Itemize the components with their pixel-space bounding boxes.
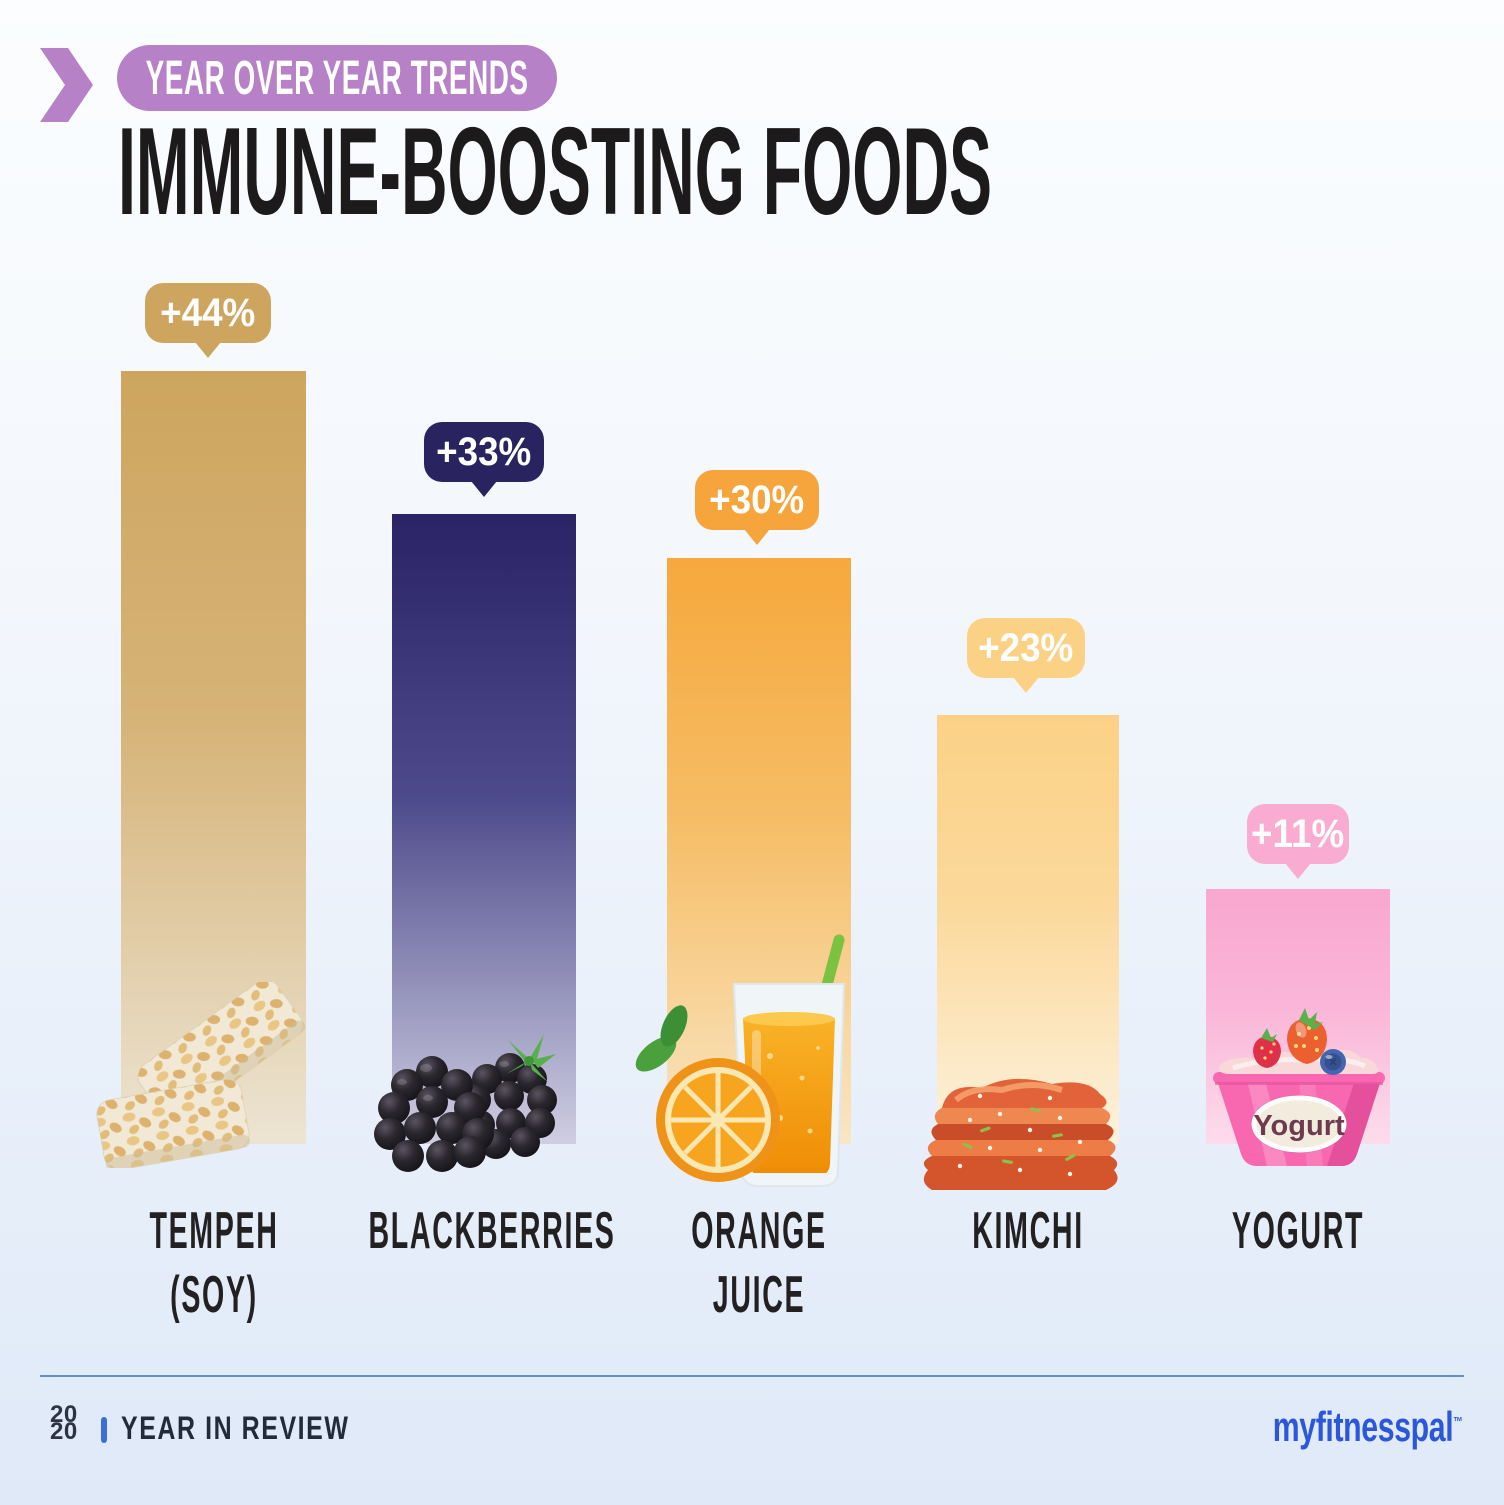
footer-divider-line [40, 1375, 1464, 1377]
category-label-kimchi: KIMCHI [972, 1202, 1084, 1260]
yogurt-cup-image: Yogurt [1213, 1008, 1385, 1166]
category-label-blackberries: BLACKBERRIES [368, 1202, 616, 1260]
value-bubble-yogurt: +11% [1247, 804, 1349, 864]
footer-year: 20 20 [50, 1401, 78, 1445]
category-label-tempeh: TEMPEH (SOY) [148, 1202, 279, 1324]
category-label-orange-juice: ORANGE JUICE [691, 1202, 827, 1324]
footer-tagline: YEAR IN REVIEW [121, 1410, 350, 1446]
brand-logo: myfitnesspal™ [1199, 1406, 1462, 1448]
kimchi-image [923, 1078, 1118, 1190]
value-bubble-kimchi: +23% [967, 618, 1085, 678]
page-title: IMMUNE-BOOSTING FOODS [118, 103, 993, 241]
trends-badge-label: YEAR OVER YEAR TRENDS [145, 51, 529, 105]
bar-kimchi [937, 715, 1119, 1144]
strawberry-large [1287, 1008, 1327, 1064]
value-bubble-blackberries: +33% [424, 422, 544, 482]
blueberry [1320, 1049, 1346, 1075]
blackberries-image [374, 1034, 557, 1172]
strawberry-small [1253, 1028, 1281, 1068]
trademark-symbol: ™ [1453, 1414, 1462, 1429]
blackberry-sepal [506, 1034, 556, 1082]
orange-slice [656, 1058, 780, 1182]
chevron-right-icon [40, 48, 93, 122]
yogurt-cup-label: Yogurt [1253, 1110, 1345, 1142]
tempeh-image [96, 982, 306, 1168]
footer-year-separator [101, 1417, 107, 1443]
category-label-yogurt: YOGURT [1231, 1202, 1365, 1260]
brand-wordmark: myfitnesspal [1272, 1403, 1453, 1450]
value-bubble-tempeh: +44% [145, 283, 271, 343]
leaf [660, 1005, 688, 1047]
orange-juice-image [635, 934, 846, 1187]
trends-badge: YEAR OVER YEAR TRENDS [117, 45, 557, 111]
bar-blackberries [392, 514, 576, 1144]
value-bubble-orange-juice: +30% [695, 470, 819, 530]
